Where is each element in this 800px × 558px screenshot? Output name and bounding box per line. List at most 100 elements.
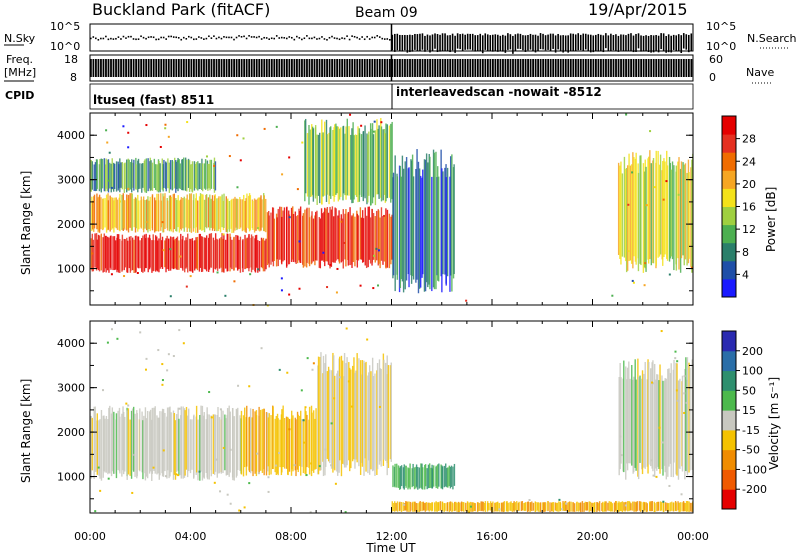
echo-point — [139, 331, 142, 334]
echo-column — [272, 406, 274, 470]
echo-column — [198, 233, 201, 272]
echo-point — [242, 137, 245, 140]
echo-column — [187, 233, 189, 273]
echo-column — [211, 195, 214, 231]
echo-column — [239, 197, 241, 230]
echo-column — [113, 236, 116, 271]
colorbar-swatch — [722, 152, 736, 171]
echo-column — [385, 215, 387, 269]
freq-bar — [635, 59, 638, 77]
nsky-point — [291, 36, 293, 39]
freq-bar — [431, 59, 434, 77]
echo-point — [377, 249, 380, 252]
echo-point — [219, 408, 222, 411]
echo-column — [205, 419, 207, 473]
nsky-point — [484, 33, 487, 50]
freq-bar — [687, 59, 690, 77]
echo-column — [526, 501, 529, 513]
cpid-segment-1: ltuseq (fast) 8511 — [93, 93, 214, 107]
freq-bar — [522, 59, 524, 77]
echo-column — [516, 501, 518, 512]
echo-column — [161, 236, 164, 269]
echo-column — [543, 502, 545, 512]
echo-column — [596, 502, 598, 513]
nsky-point — [97, 38, 100, 41]
echo-column — [501, 502, 503, 512]
echo-column — [477, 502, 479, 512]
echo-point — [326, 286, 329, 289]
freq-bar — [486, 59, 489, 77]
nsky-point — [160, 36, 162, 39]
echo-column — [495, 502, 497, 511]
echo-column — [655, 379, 657, 469]
echo-point — [627, 203, 630, 206]
echo-column — [142, 235, 144, 273]
echo-column — [438, 176, 440, 282]
echo-column — [223, 233, 225, 273]
nsky-point — [517, 33, 519, 49]
echo-column — [375, 210, 378, 261]
nsky-point — [288, 36, 291, 38]
echo-column — [104, 418, 106, 473]
echo-column — [329, 206, 331, 269]
echo-column — [178, 200, 181, 233]
echo-column — [173, 412, 176, 475]
nsky-point — [110, 37, 112, 40]
echo-column — [329, 369, 331, 464]
nsky-point — [95, 37, 97, 40]
echo-column — [93, 164, 95, 191]
echo-column — [437, 166, 439, 281]
nsky-point — [313, 36, 316, 39]
echo-column — [655, 150, 657, 266]
freq-bar — [569, 59, 572, 77]
nsky-point — [285, 37, 288, 40]
freq-bar — [401, 59, 404, 77]
echo-point — [296, 188, 299, 191]
echo-column — [675, 165, 678, 271]
nsky-point — [278, 37, 281, 39]
echo-column — [433, 152, 436, 290]
freq-bar — [303, 59, 306, 77]
freq-bar — [552, 59, 555, 77]
echo-column — [156, 193, 158, 232]
freq-bar — [205, 59, 208, 77]
echo-column — [336, 373, 338, 472]
nsky-point — [655, 35, 657, 52]
echo-column — [147, 196, 149, 233]
echo-column — [196, 236, 199, 271]
echo-column — [357, 126, 359, 203]
echo-column — [209, 233, 211, 268]
freq-bar — [172, 59, 175, 77]
echo-column — [435, 465, 437, 489]
freq-bar — [255, 59, 258, 77]
nsky-point — [331, 35, 333, 38]
echo-column — [131, 237, 134, 271]
echo-column — [90, 415, 92, 479]
echo-column — [325, 119, 328, 202]
echo-column — [686, 357, 689, 476]
echo-column — [689, 367, 691, 471]
freq-bar — [326, 59, 328, 77]
echo-column — [118, 164, 120, 189]
station-title: Buckland Park (fitACF) — [92, 0, 270, 19]
echo-column — [210, 159, 213, 189]
echo-column — [394, 155, 396, 292]
nsky-point — [687, 34, 690, 53]
echo-column — [185, 406, 188, 470]
nsky-point — [446, 35, 449, 52]
nsky-point — [177, 37, 180, 39]
echo-column — [137, 194, 139, 232]
echo-column — [662, 161, 664, 266]
echo-point — [304, 406, 307, 409]
freq-bar — [600, 59, 602, 77]
echo-column — [359, 360, 362, 475]
nsky-point — [665, 35, 667, 53]
freq-bar — [323, 59, 326, 77]
nsky-point — [321, 36, 323, 38]
echo-column — [444, 503, 446, 511]
freq-bar — [230, 59, 233, 77]
echo-column — [622, 378, 624, 472]
nsky-point — [228, 36, 230, 39]
freq-bar — [562, 59, 565, 77]
echo-column — [187, 158, 190, 188]
